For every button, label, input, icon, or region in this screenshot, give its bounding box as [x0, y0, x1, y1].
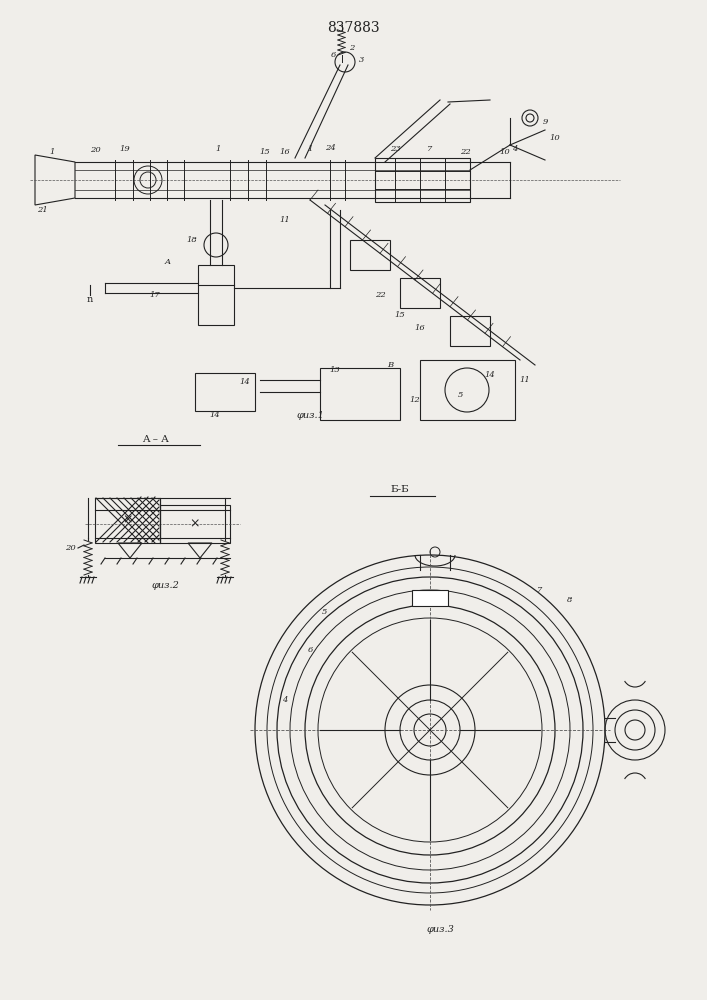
- Bar: [350, 240, 390, 270]
- Text: 15: 15: [259, 148, 270, 156]
- Text: 19: 19: [119, 145, 130, 153]
- Text: 3: 3: [359, 56, 365, 64]
- Text: 22: 22: [375, 291, 385, 299]
- Text: ×: ×: [189, 518, 200, 530]
- Text: 15: 15: [395, 311, 405, 319]
- Bar: [375, 158, 470, 202]
- Text: 5: 5: [457, 391, 462, 399]
- Text: 7: 7: [427, 145, 433, 153]
- Bar: [400, 278, 440, 308]
- Text: 24: 24: [325, 144, 335, 152]
- Text: 14: 14: [209, 411, 221, 419]
- Text: 18: 18: [187, 236, 197, 244]
- Text: 10: 10: [500, 148, 510, 156]
- Bar: [320, 368, 400, 420]
- Text: A: A: [165, 258, 171, 266]
- Text: 9: 9: [542, 118, 548, 126]
- Text: 13: 13: [329, 366, 340, 374]
- Text: 22: 22: [460, 148, 470, 156]
- Text: 6: 6: [308, 646, 312, 654]
- Text: 20: 20: [64, 544, 76, 552]
- Bar: [195, 373, 255, 411]
- Text: 837883: 837883: [327, 21, 380, 35]
- Text: 10: 10: [549, 134, 561, 142]
- Text: φиз.2: φиз.2: [151, 580, 179, 589]
- Text: 14: 14: [240, 378, 250, 386]
- Text: 16: 16: [414, 324, 426, 332]
- Text: 14: 14: [484, 371, 496, 379]
- Text: 20: 20: [90, 146, 100, 154]
- Text: 7: 7: [537, 586, 543, 594]
- Bar: [420, 360, 515, 420]
- Bar: [450, 316, 490, 346]
- Bar: [160, 505, 230, 543]
- Text: 1: 1: [49, 148, 54, 156]
- Text: 16: 16: [280, 148, 291, 156]
- Text: ×: ×: [123, 514, 133, 526]
- Text: B: B: [387, 361, 393, 369]
- Text: 8: 8: [567, 596, 573, 604]
- Text: 23: 23: [390, 145, 400, 153]
- Text: 2: 2: [349, 44, 355, 52]
- Text: 11: 11: [280, 216, 291, 224]
- Bar: [198, 265, 234, 325]
- Text: 17: 17: [150, 291, 160, 299]
- Text: φиз.1: φиз.1: [296, 410, 324, 420]
- Text: 5: 5: [322, 608, 327, 616]
- Text: Б-Б: Б-Б: [391, 486, 409, 494]
- Text: 11: 11: [520, 376, 530, 384]
- Bar: [95, 498, 160, 543]
- Text: 4: 4: [282, 696, 288, 704]
- Text: 1: 1: [216, 145, 221, 153]
- Text: φиз.3: φиз.3: [426, 926, 454, 934]
- Bar: [412, 590, 448, 606]
- Text: n: n: [87, 296, 93, 304]
- Text: 21: 21: [37, 206, 47, 214]
- Text: 6: 6: [330, 51, 336, 59]
- Text: 1: 1: [308, 145, 312, 153]
- Text: 4: 4: [513, 145, 518, 153]
- Text: 12: 12: [409, 396, 421, 404]
- Text: A – A: A – A: [141, 436, 168, 444]
